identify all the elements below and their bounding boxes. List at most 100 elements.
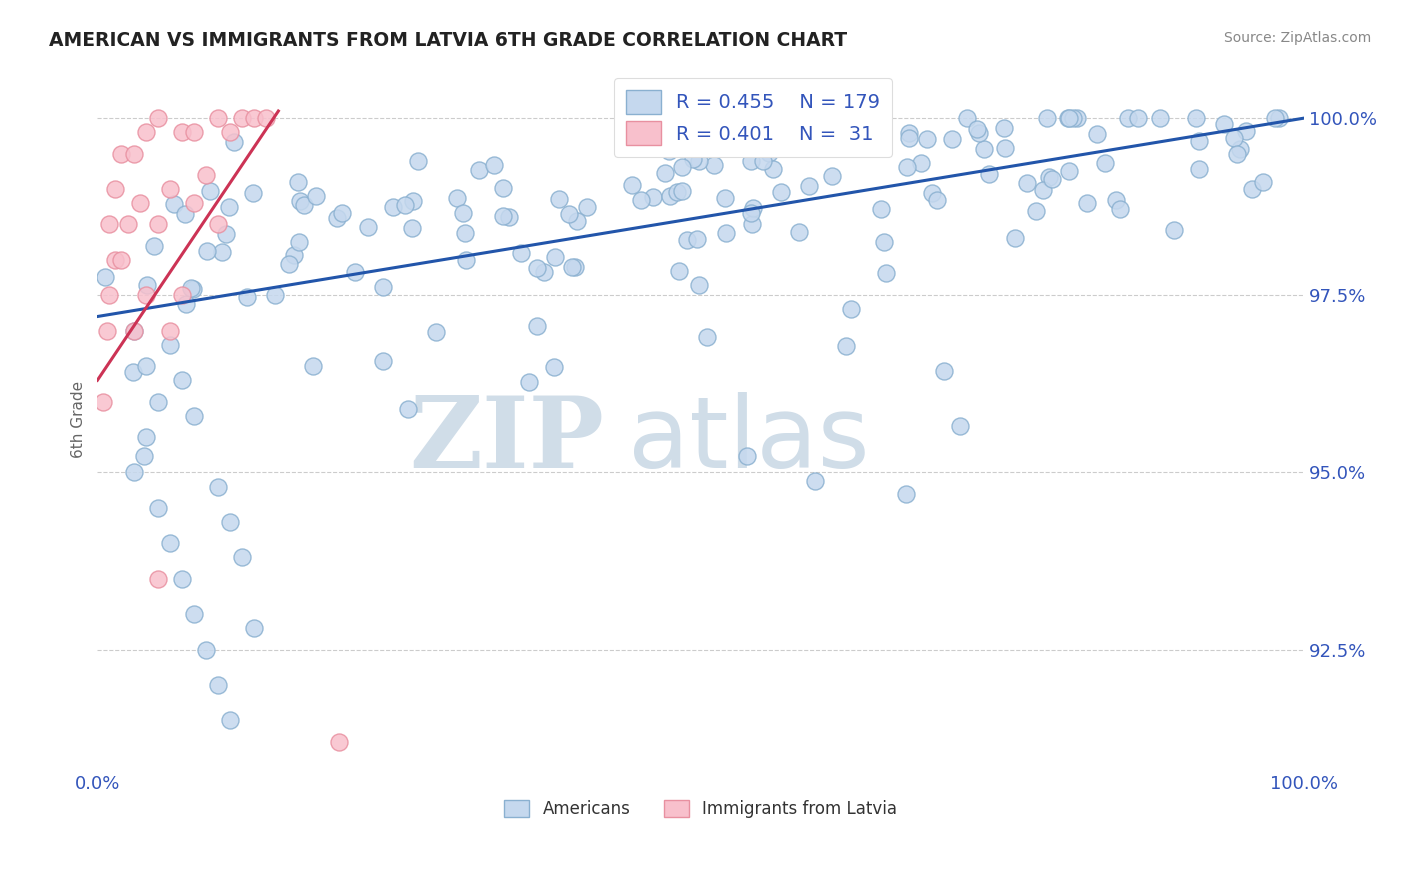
Point xyxy=(482,158,505,172)
Point xyxy=(194,168,217,182)
Point xyxy=(1241,181,1264,195)
Point xyxy=(394,198,416,212)
Text: ZIP: ZIP xyxy=(409,392,605,489)
Point xyxy=(135,288,157,302)
Point xyxy=(142,238,165,252)
Point xyxy=(446,191,468,205)
Point xyxy=(898,131,921,145)
Point xyxy=(621,178,644,192)
Point xyxy=(839,301,862,316)
Point xyxy=(1118,111,1140,125)
Point xyxy=(328,734,350,748)
Point xyxy=(873,235,896,250)
Point xyxy=(614,132,637,146)
Point xyxy=(875,266,897,280)
Point xyxy=(198,184,221,198)
Point xyxy=(735,449,758,463)
Point xyxy=(1267,111,1289,125)
Point xyxy=(658,144,681,158)
Point xyxy=(117,218,139,232)
Point xyxy=(406,154,429,169)
Point xyxy=(1128,111,1150,125)
Point xyxy=(666,185,689,199)
Point xyxy=(758,146,780,161)
Point xyxy=(533,265,555,279)
Point xyxy=(932,364,955,378)
Point xyxy=(173,207,195,221)
Point xyxy=(146,111,169,125)
Point xyxy=(1076,196,1098,211)
Text: AMERICAN VS IMMIGRANTS FROM LATVIA 6TH GRADE CORRELATION CHART: AMERICAN VS IMMIGRANTS FROM LATVIA 6TH G… xyxy=(49,31,848,50)
Point xyxy=(222,135,245,149)
Point xyxy=(740,153,762,168)
Text: atlas: atlas xyxy=(628,392,870,489)
Point xyxy=(1066,111,1088,125)
Point xyxy=(769,185,792,199)
Point xyxy=(136,277,159,292)
Point xyxy=(941,132,963,146)
Point xyxy=(614,111,637,125)
Point xyxy=(104,182,127,196)
Point xyxy=(925,193,948,207)
Point xyxy=(682,152,704,166)
Point xyxy=(797,178,820,193)
Point xyxy=(543,251,565,265)
Point xyxy=(1264,111,1286,125)
Point xyxy=(183,607,205,621)
Point xyxy=(835,339,858,353)
Point xyxy=(1038,169,1060,184)
Point xyxy=(910,155,932,169)
Point xyxy=(93,394,115,409)
Point xyxy=(830,124,852,138)
Point xyxy=(1040,172,1063,186)
Point xyxy=(110,146,132,161)
Point xyxy=(1188,134,1211,148)
Point xyxy=(1004,230,1026,244)
Point xyxy=(1149,111,1171,125)
Point xyxy=(510,245,533,260)
Point xyxy=(558,207,581,221)
Point xyxy=(671,160,693,174)
Point xyxy=(1234,124,1257,138)
Point xyxy=(751,153,773,168)
Point xyxy=(762,162,785,177)
Point xyxy=(454,227,477,241)
Point xyxy=(688,153,710,168)
Point xyxy=(1213,117,1236,131)
Point xyxy=(98,288,121,302)
Point xyxy=(181,282,204,296)
Point xyxy=(697,122,720,136)
Point xyxy=(135,430,157,444)
Point xyxy=(654,166,676,180)
Point xyxy=(740,205,762,219)
Point xyxy=(668,263,690,277)
Point xyxy=(742,201,765,215)
Point xyxy=(96,324,118,338)
Point xyxy=(688,278,710,293)
Point xyxy=(98,218,121,232)
Point xyxy=(468,163,491,178)
Point xyxy=(973,142,995,156)
Point xyxy=(215,227,238,242)
Point xyxy=(195,244,218,259)
Point xyxy=(243,621,266,635)
Point xyxy=(1105,194,1128,208)
Point xyxy=(207,218,229,232)
Point xyxy=(993,121,1015,136)
Point xyxy=(122,324,145,338)
Point xyxy=(146,500,169,515)
Point xyxy=(454,252,477,267)
Point xyxy=(686,232,709,246)
Point xyxy=(292,198,315,212)
Point xyxy=(343,265,366,279)
Text: Source: ZipAtlas.com: Source: ZipAtlas.com xyxy=(1223,31,1371,45)
Point xyxy=(104,252,127,267)
Point xyxy=(243,111,266,125)
Point xyxy=(659,189,682,203)
Point xyxy=(492,180,515,194)
Point xyxy=(373,354,395,368)
Point xyxy=(170,125,193,139)
Point xyxy=(288,194,311,209)
Point xyxy=(159,182,181,196)
Point xyxy=(1057,111,1080,125)
